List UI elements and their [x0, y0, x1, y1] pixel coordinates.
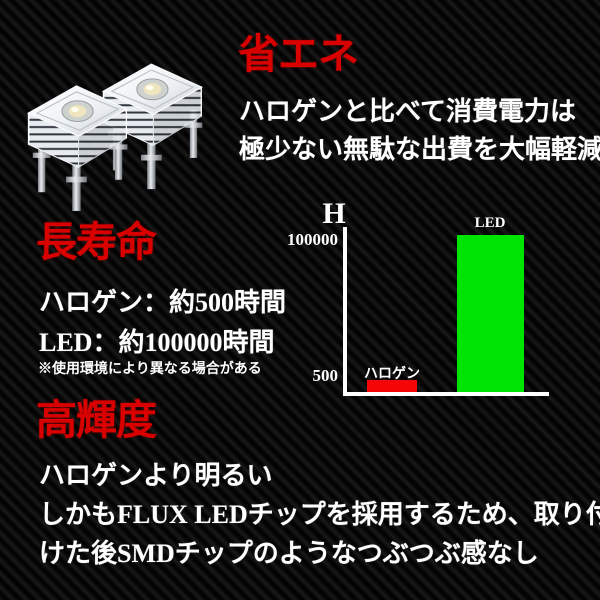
energy-text-line2: 極少ない無駄な出費を大幅軽減！: [239, 135, 600, 164]
chart-x-axis: [343, 392, 549, 396]
brightness-text-line1: ハロゲンより明るい: [39, 461, 273, 490]
brightness-text-line3: けた後SMDチップのようなつぶつぶ感なし: [39, 539, 539, 568]
chart-y-axis: [343, 227, 347, 396]
chart-bar-label-led: LED: [474, 215, 506, 231]
chart-bar-halogen: [367, 380, 417, 392]
brightness-heading: 高輝度: [36, 397, 157, 443]
chart-ytick-100000: 100000: [287, 230, 338, 249]
lifespan-led-line: LED：約100000時間: [39, 328, 275, 357]
chart-bar-led: [457, 235, 524, 392]
brightness-text-line2: しかもFLUX LEDチップを採用するため、取り付: [39, 500, 600, 529]
lifespan-disclaimer-note: ※使用環境により異なる場合がある: [38, 362, 262, 377]
lifespan-heading: 長寿命: [36, 219, 157, 265]
chart-ytick-500: 500: [312, 366, 339, 385]
chart-unit-label: H: [322, 197, 346, 230]
energy-heading: 省エネ: [238, 31, 359, 77]
lifespan-halogen-line: ハロゲン：約500時間: [39, 288, 287, 317]
chart-bar-label-halogen: ハロゲン: [364, 367, 420, 382]
energy-text-line1: ハロゲンと比べて消費電力は: [239, 97, 576, 126]
